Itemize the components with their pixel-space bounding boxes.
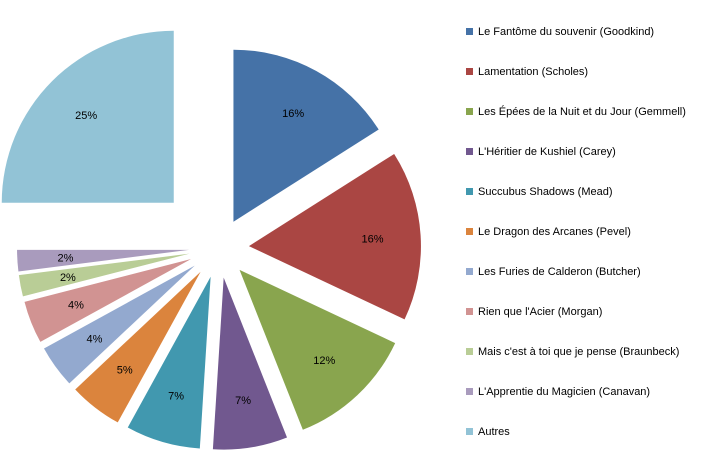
slice-value-label: 25% bbox=[75, 110, 97, 122]
slice-value-label: 4% bbox=[68, 300, 84, 312]
legend-item: Mais c'est à toi que je pense (Braunbeck… bbox=[466, 344, 702, 360]
legend-swatch bbox=[466, 108, 473, 115]
legend-item: Le Fantôme du souvenir (Goodkind) bbox=[466, 24, 702, 40]
legend-label: Le Dragon des Arcanes (Pevel) bbox=[478, 226, 631, 238]
slice-value-label: 2% bbox=[58, 253, 74, 265]
legend-swatch bbox=[466, 388, 473, 395]
legend-label: Le Fantôme du souvenir (Goodkind) bbox=[478, 26, 655, 38]
pie-slice bbox=[127, 276, 211, 449]
legend-swatch bbox=[466, 68, 473, 75]
legend-swatch bbox=[466, 308, 473, 315]
legend-label: Mais c'est à toi que je pense (Braunbeck… bbox=[478, 346, 680, 358]
legend-item: Les Épées de la Nuit et du Jour (Gemmell… bbox=[466, 104, 702, 120]
slice-value-label: 5% bbox=[117, 365, 133, 377]
legend-item: L'Héritier de Kushiel (Carey) bbox=[466, 144, 702, 160]
legend-swatch bbox=[466, 268, 473, 275]
pie-slice bbox=[75, 271, 201, 423]
legend-label: Lamentation (Scholes) bbox=[478, 66, 589, 78]
pie-slice bbox=[24, 259, 192, 342]
legend-swatch bbox=[466, 228, 473, 235]
slice-value-label: 2% bbox=[60, 272, 76, 284]
legend-label: Autres bbox=[478, 426, 510, 438]
slice-value-label: 16% bbox=[282, 108, 304, 120]
slice-value-label: 7% bbox=[235, 395, 251, 407]
legend-label: Succubus Shadows (Mead) bbox=[478, 186, 613, 198]
legend-item: Succubus Shadows (Mead) bbox=[466, 184, 702, 200]
legend-label: L'Apprentie du Magicien (Canavan) bbox=[478, 386, 651, 398]
legend-item: Le Dragon des Arcanes (Pevel) bbox=[466, 224, 702, 240]
pie-slice bbox=[239, 269, 396, 430]
pie-slice bbox=[233, 49, 379, 222]
legend-swatch bbox=[466, 28, 473, 35]
legend-item: Rien que l'Acier (Morgan) bbox=[466, 304, 702, 320]
legend-item: Lamentation (Scholes) bbox=[466, 64, 702, 80]
slice-value-label: 7% bbox=[168, 391, 184, 403]
legend-label: Les Épées de la Nuit et du Jour (Gemmell… bbox=[478, 106, 686, 118]
legend-item: Les Furies de Calderon (Butcher) bbox=[466, 264, 702, 280]
slice-value-label: 16% bbox=[361, 233, 383, 245]
legend-swatch bbox=[466, 428, 473, 435]
legend-item: Autres bbox=[466, 424, 702, 440]
pie-slice bbox=[248, 153, 421, 320]
pie-slice bbox=[18, 253, 190, 297]
legend-label: Rien que l'Acier (Morgan) bbox=[478, 306, 603, 318]
legend-swatch bbox=[466, 148, 473, 155]
slice-value-label: 4% bbox=[87, 333, 103, 345]
slice-value-label: 12% bbox=[313, 355, 335, 367]
pie-slice bbox=[1, 30, 174, 203]
legend-swatch bbox=[466, 188, 473, 195]
legend-label: L'Héritier de Kushiel (Carey) bbox=[478, 146, 616, 158]
legend-swatch bbox=[466, 348, 473, 355]
legend-label: Les Furies de Calderon (Butcher) bbox=[478, 266, 641, 278]
pie-slice bbox=[44, 265, 195, 384]
legend-item: L'Apprentie du Magicien (Canavan) bbox=[466, 384, 702, 400]
pie-slice bbox=[212, 277, 288, 450]
pie-slice bbox=[17, 249, 190, 272]
